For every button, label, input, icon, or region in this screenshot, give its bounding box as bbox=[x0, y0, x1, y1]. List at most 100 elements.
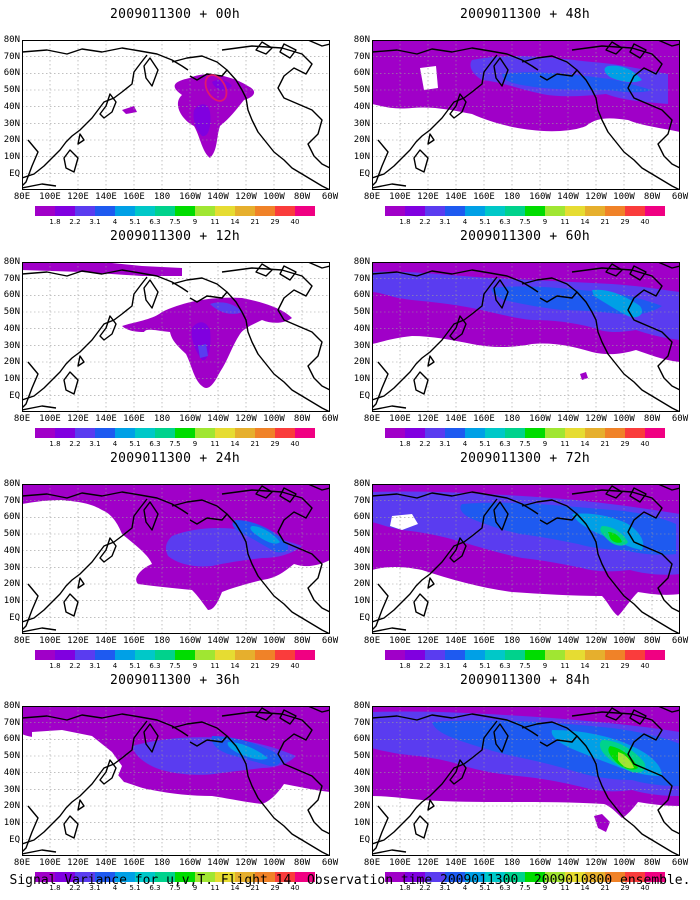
variance-contour bbox=[210, 302, 242, 314]
signal-variance-map bbox=[372, 262, 680, 412]
legend-value: 9 bbox=[542, 884, 548, 892]
longitude-label: 80W bbox=[643, 636, 661, 646]
longitude-label: 160E bbox=[123, 636, 145, 646]
legend-swatch bbox=[255, 650, 275, 660]
coastlines bbox=[22, 40, 330, 190]
longitude-label: 120E bbox=[67, 192, 89, 202]
legend-swatch bbox=[645, 872, 665, 882]
legend-value: 4 bbox=[462, 218, 468, 226]
legend-value: 5.1 bbox=[479, 884, 491, 892]
longitude-label: 160E bbox=[123, 192, 145, 202]
legend-value: 6.3 bbox=[499, 440, 511, 448]
legend-value: 9 bbox=[542, 662, 548, 670]
legend-swatch bbox=[35, 206, 55, 216]
legend-swatch bbox=[585, 428, 605, 438]
latitude-label: 70N bbox=[353, 51, 370, 62]
longitude-label: 60W bbox=[671, 858, 689, 868]
latitude-label: 20N bbox=[353, 357, 370, 368]
legend-value: 9 bbox=[192, 218, 198, 226]
legend-swatch bbox=[295, 428, 315, 438]
panel-title: 2009011300 + 12h bbox=[109, 229, 241, 244]
legend-swatch bbox=[445, 206, 465, 216]
map-frame bbox=[372, 706, 680, 856]
latitude-label: 40N bbox=[353, 323, 370, 334]
legend-value: 21 bbox=[600, 218, 610, 226]
legend-swatch bbox=[175, 650, 195, 660]
legend-value: 14 bbox=[230, 440, 240, 448]
longitude-label: 80W bbox=[643, 414, 661, 424]
legend-value: 1.8 bbox=[49, 218, 61, 226]
longitude-label: 180 bbox=[153, 636, 171, 646]
legend-swatch bbox=[565, 206, 585, 216]
legend-value: 3.1 bbox=[89, 218, 101, 226]
variance-contour bbox=[608, 532, 622, 543]
legend-value: 21 bbox=[600, 884, 610, 892]
observation-marker bbox=[204, 74, 228, 102]
legend-value: 7.5 bbox=[169, 440, 181, 448]
legend-value: 40 bbox=[290, 662, 300, 670]
legend-swatch bbox=[405, 872, 425, 882]
legend-value: 4 bbox=[112, 662, 118, 670]
panel-title: 2009011300 + 36h bbox=[109, 673, 241, 688]
variance-contour bbox=[198, 344, 208, 358]
legend-swatch bbox=[465, 872, 485, 882]
legend-value: 3.1 bbox=[89, 440, 101, 448]
legend-value: 21 bbox=[600, 440, 610, 448]
map-panel-4: 2009011300 + 24h 80N 70N 60N 50N 40N 30N 20N 10N… bbox=[0, 444, 350, 670]
map-panel-6: 2009011300 + 36h 80N 70N 60N 50N 40N 30N 20N 10N… bbox=[0, 666, 350, 892]
longitude-label: 180 bbox=[503, 858, 521, 868]
variance-contour bbox=[592, 289, 643, 318]
legend-swatch bbox=[195, 872, 215, 882]
legend-swatch bbox=[585, 872, 605, 882]
longitude-label: 180 bbox=[503, 192, 521, 202]
latitude-label: EQ bbox=[359, 390, 370, 401]
variance-contour bbox=[502, 72, 652, 93]
legend-swatch bbox=[115, 872, 135, 882]
longitude-label: 160W bbox=[179, 192, 201, 202]
variance-contour bbox=[594, 814, 610, 832]
legend-value: 3.1 bbox=[89, 662, 101, 670]
latitude-label: EQ bbox=[9, 390, 20, 401]
longitude-label: 60W bbox=[671, 414, 689, 424]
map-frame bbox=[22, 484, 330, 634]
legend-swatch bbox=[645, 650, 665, 660]
variance-contour bbox=[122, 106, 137, 114]
legend-value: 2.2 bbox=[419, 662, 431, 670]
legend-swatch bbox=[275, 650, 295, 660]
map-panel-0: 2009011300 + 00h 80N 70N 60N 50N 40N 30N 20N 10N… bbox=[0, 0, 350, 226]
longitude-label: 60W bbox=[321, 414, 339, 424]
legend-value: 9 bbox=[192, 884, 198, 892]
legend-value: 6.3 bbox=[149, 884, 161, 892]
latitude-label: 60N bbox=[3, 290, 20, 301]
legend-value: 29 bbox=[620, 440, 630, 448]
longitude-label: 160E bbox=[473, 192, 495, 202]
latitude-label: 30N bbox=[3, 784, 20, 795]
legend-swatch bbox=[135, 206, 155, 216]
latitude-label: 70N bbox=[3, 717, 20, 728]
legend-swatch bbox=[585, 206, 605, 216]
legend-value: 21 bbox=[250, 218, 260, 226]
legend-value: 7.5 bbox=[519, 218, 531, 226]
legend-value: 7.5 bbox=[169, 662, 181, 670]
legend-swatch bbox=[35, 428, 55, 438]
legend-value: 1.8 bbox=[49, 662, 61, 670]
longitude-label: 60W bbox=[321, 858, 339, 868]
legend-value: 5.1 bbox=[129, 440, 141, 448]
variance-contour bbox=[193, 104, 211, 137]
longitude-label: 120W bbox=[585, 414, 607, 424]
latitude-label: 50N bbox=[3, 529, 20, 540]
latitude-label: 30N bbox=[3, 340, 20, 351]
latitude-label: 40N bbox=[353, 101, 370, 112]
color-legend bbox=[385, 206, 665, 216]
legend-value: 14 bbox=[230, 218, 240, 226]
latitude-label: EQ bbox=[359, 834, 370, 845]
longitude-label: 120W bbox=[235, 636, 257, 646]
legend-swatch bbox=[505, 872, 525, 882]
panel-title: 2009011300 + 84h bbox=[459, 673, 591, 688]
variance-contour bbox=[420, 66, 438, 90]
variance-contour bbox=[618, 752, 634, 769]
longitude-label: 100E bbox=[389, 414, 411, 424]
legend-swatch bbox=[35, 650, 55, 660]
legend-swatch bbox=[525, 428, 545, 438]
legend-swatch bbox=[295, 206, 315, 216]
